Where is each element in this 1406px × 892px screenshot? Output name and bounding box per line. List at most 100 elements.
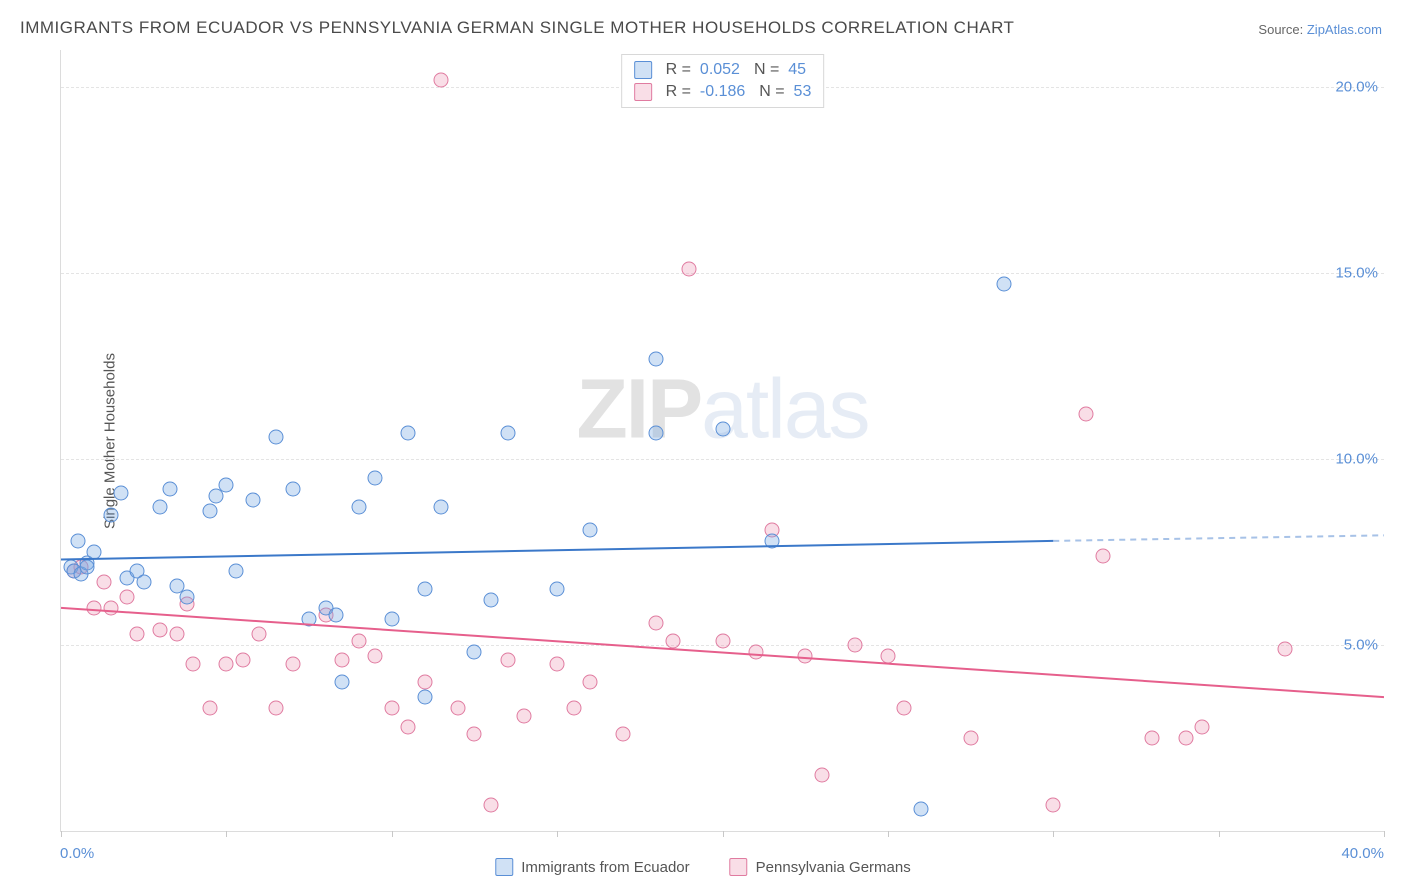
data-point — [252, 626, 267, 641]
data-point — [583, 522, 598, 537]
data-point — [169, 626, 184, 641]
data-point — [566, 701, 581, 716]
data-point — [517, 708, 532, 723]
blue-series-label: Immigrants from Ecuador — [521, 859, 689, 876]
data-point — [351, 634, 366, 649]
data-point — [417, 690, 432, 705]
data-point — [202, 504, 217, 519]
data-point — [897, 701, 912, 716]
data-point — [70, 533, 85, 548]
blue-n-value: 45 — [788, 61, 806, 78]
y-tick-label: 10.0% — [1335, 451, 1378, 468]
data-point — [715, 422, 730, 437]
correlation-legend: R = 0.052 N = 45 R = -0.186 N = 53 — [621, 54, 825, 108]
data-point — [996, 277, 1011, 292]
data-point — [384, 612, 399, 627]
data-point — [500, 652, 515, 667]
x-tick — [392, 831, 393, 837]
data-point — [219, 478, 234, 493]
source-label: Source: — [1258, 22, 1303, 37]
data-point — [229, 563, 244, 578]
x-tick — [723, 831, 724, 837]
data-point — [550, 582, 565, 597]
data-point — [1046, 797, 1061, 812]
data-point — [467, 727, 482, 742]
x-tick — [1053, 831, 1054, 837]
pink-series-label: Pennsylvania Germans — [756, 859, 911, 876]
data-point — [268, 701, 283, 716]
legend-item-pink: Pennsylvania Germans — [730, 858, 911, 876]
data-point — [202, 701, 217, 716]
trend-lines-layer — [61, 50, 1384, 831]
gridline — [61, 459, 1384, 460]
data-point — [450, 701, 465, 716]
data-point — [368, 649, 383, 664]
pink-n-value: 53 — [794, 83, 812, 100]
data-point — [748, 645, 763, 660]
data-point — [401, 426, 416, 441]
data-point — [483, 593, 498, 608]
data-point — [368, 470, 383, 485]
data-point — [616, 727, 631, 742]
data-point — [153, 500, 168, 515]
data-point — [715, 634, 730, 649]
blue-r-value: 0.052 — [700, 61, 740, 78]
chart-title: IMMIGRANTS FROM ECUADOR VS PENNSYLVANIA … — [20, 18, 1014, 38]
data-point — [103, 600, 118, 615]
data-point — [665, 634, 680, 649]
x-axis-min-label: 0.0% — [60, 845, 94, 862]
blue-swatch-icon — [495, 858, 513, 876]
data-point — [913, 801, 928, 816]
data-point — [649, 426, 664, 441]
data-point — [163, 481, 178, 496]
data-point — [186, 656, 201, 671]
data-point — [384, 701, 399, 716]
x-tick — [557, 831, 558, 837]
data-point — [103, 507, 118, 522]
data-point — [500, 426, 515, 441]
data-point — [219, 656, 234, 671]
data-point — [285, 481, 300, 496]
data-point — [351, 500, 366, 515]
data-point — [417, 582, 432, 597]
data-point — [335, 652, 350, 667]
data-point — [467, 645, 482, 660]
data-point — [550, 656, 565, 671]
plot-area: R = 0.052 N = 45 R = -0.186 N = 53 ZIPat… — [60, 50, 1384, 832]
data-point — [649, 615, 664, 630]
data-point — [87, 600, 102, 615]
data-point — [285, 656, 300, 671]
data-point — [1145, 731, 1160, 746]
data-point — [80, 559, 95, 574]
data-point — [328, 608, 343, 623]
r-label: R — [666, 61, 678, 78]
source-link[interactable]: ZipAtlas.com — [1307, 22, 1382, 37]
data-point — [682, 262, 697, 277]
data-point — [1195, 719, 1210, 734]
data-point — [963, 731, 978, 746]
data-point — [179, 589, 194, 604]
gridline — [61, 273, 1384, 274]
data-point — [765, 533, 780, 548]
data-point — [417, 675, 432, 690]
data-point — [87, 545, 102, 560]
y-tick-label: 15.0% — [1335, 265, 1378, 282]
data-point — [1079, 407, 1094, 422]
data-point — [847, 638, 862, 653]
data-point — [434, 72, 449, 87]
series-legend: Immigrants from Ecuador Pennsylvania Ger… — [495, 858, 910, 876]
data-point — [649, 351, 664, 366]
source-attribution: Source: ZipAtlas.com — [1258, 22, 1382, 37]
data-point — [483, 797, 498, 812]
data-point — [401, 719, 416, 734]
data-point — [302, 612, 317, 627]
pink-swatch — [634, 83, 652, 101]
legend-item-blue: Immigrants from Ecuador — [495, 858, 689, 876]
data-point — [120, 589, 135, 604]
data-point — [814, 768, 829, 783]
data-point — [880, 649, 895, 664]
data-point — [798, 649, 813, 664]
x-tick — [1219, 831, 1220, 837]
blue-swatch — [634, 61, 652, 79]
data-point — [153, 623, 168, 638]
